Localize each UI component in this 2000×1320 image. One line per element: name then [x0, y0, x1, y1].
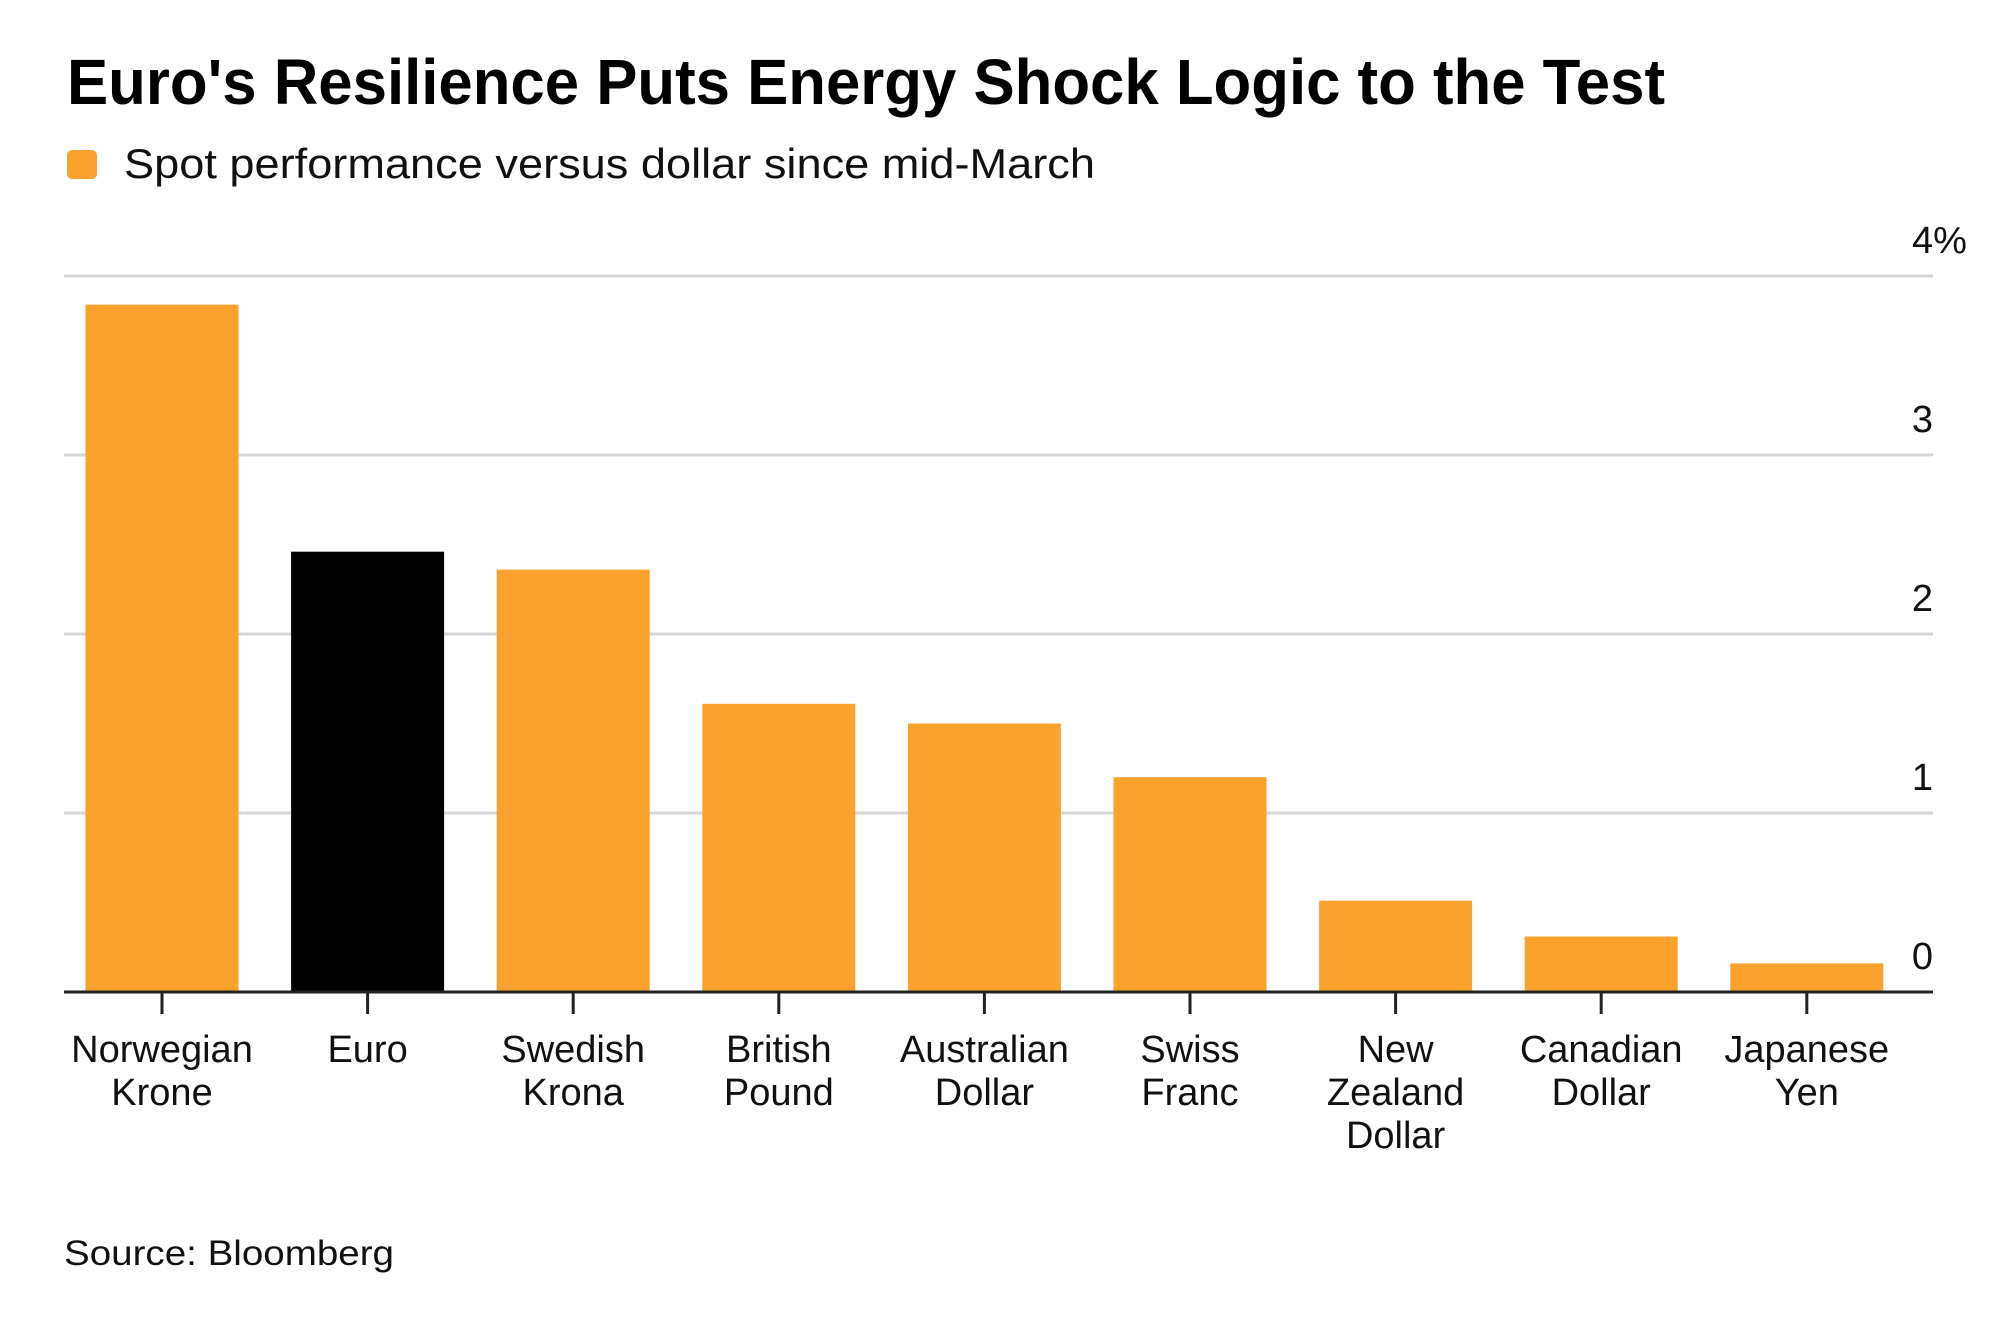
x-axis-labels: Norwegian Krone Euro Swedish Krona British Pou…	[71, 1029, 1889, 1157]
chart-title: Euro's Resilience Puts Energy Shock Logi…	[67, 46, 1665, 118]
legend-label: Spot performance versus dollar since mid…	[124, 140, 1095, 187]
x-tick-label: Japanese Yen	[1724, 1029, 1889, 1114]
x-tick-label-line: Swiss	[1140, 1029, 1239, 1071]
x-tick-label: Australian Dollar	[900, 1029, 1069, 1114]
x-tick-label-line: Krone	[111, 1072, 212, 1114]
x-tick-label-line: Dollar	[935, 1072, 1035, 1114]
x-tick-label-line: Yen	[1775, 1072, 1839, 1114]
bar-swedish-krona	[496, 569, 650, 992]
x-tick-label: Swiss Franc	[1140, 1029, 1239, 1114]
x-tick-label-line: Zealand	[1327, 1072, 1464, 1114]
source-note: Source: Bloomberg	[64, 1234, 394, 1273]
x-tick-label: New Zealand Dollar	[1327, 1029, 1464, 1157]
x-tick-label-line: Australian	[900, 1029, 1069, 1071]
x-tick-label-line: Swedish	[501, 1029, 645, 1071]
x-tick-label-line: Krona	[522, 1072, 624, 1114]
bar-japanese-yen	[1730, 963, 1884, 992]
bar-swiss-franc	[1113, 777, 1267, 992]
x-tick-label-line: Dollar	[1552, 1072, 1652, 1114]
x-tick-label-line: Franc	[1141, 1072, 1238, 1114]
x-tick-label: Swedish Krona	[501, 1029, 645, 1114]
y-tick-label: 1	[1912, 757, 1933, 799]
x-tick-label: Euro	[327, 1029, 407, 1071]
bars	[85, 304, 1884, 993]
y-tick-label: 4%	[1912, 220, 1967, 262]
bar-australian-dollar	[907, 723, 1061, 992]
y-tick-label: 3	[1912, 399, 1933, 441]
x-tick-label: British Pound	[724, 1029, 834, 1114]
y-tick-label: 2	[1912, 578, 1933, 620]
x-tick-label-line: Pound	[724, 1072, 834, 1114]
x-tick-label-line: Canadian	[1520, 1029, 1683, 1071]
x-tick-label-line: Norwegian	[71, 1029, 253, 1071]
x-axis	[64, 990, 1933, 1014]
y-tick-label: 0	[1912, 936, 1933, 978]
bar-canadian-dollar	[1524, 936, 1678, 992]
bar-british-pound	[702, 703, 856, 992]
x-tick-label-line: New	[1358, 1029, 1435, 1071]
legend-swatch	[67, 150, 97, 179]
legend: Spot performance versus dollar since mid…	[67, 140, 1095, 187]
x-tick-label: Canadian Dollar	[1520, 1029, 1683, 1114]
x-tick-label-line: Japanese	[1724, 1029, 1889, 1071]
x-tick-label-line: Euro	[327, 1029, 407, 1071]
bar-euro	[291, 551, 445, 992]
x-tick-label-line: Dollar	[1346, 1115, 1446, 1157]
bar-new-zealand-dollar	[1319, 900, 1473, 992]
y-axis-labels: 0 1 2 3 4%	[1912, 220, 1967, 978]
bar-norwegian-krone	[85, 304, 239, 993]
x-tick-label: Norwegian Krone	[71, 1029, 253, 1114]
x-tick-label-line: British	[726, 1029, 832, 1071]
